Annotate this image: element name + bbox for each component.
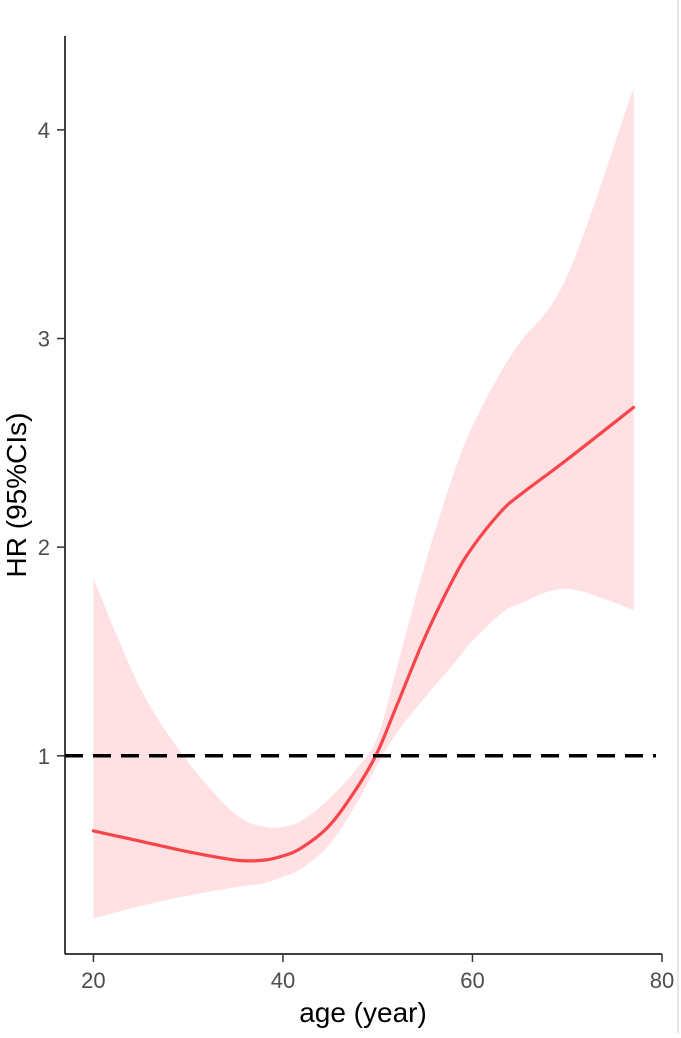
x-tick-label: 60	[460, 968, 484, 993]
y-tick-label: 1	[38, 744, 50, 769]
hr-line-layer	[91, 405, 636, 863]
y-axis-label: HR (95%CIs)	[1, 413, 32, 578]
x-axis-label: age (year)	[299, 997, 427, 1028]
y-tick-label: 4	[38, 118, 50, 143]
x-tick-label: 40	[271, 968, 295, 993]
ticks-layer: 20 40 60 80 1 2 3 4	[38, 118, 674, 993]
confidence-band-layer	[93, 88, 634, 919]
axes-layer	[64, 36, 662, 955]
y-tick-label: 2	[38, 535, 50, 560]
x-tick-label: 20	[81, 968, 105, 993]
hr-line	[91, 405, 636, 863]
y-tick-label: 3	[38, 327, 50, 352]
confidence-band	[93, 88, 634, 919]
x-tick-label: 80	[650, 968, 674, 993]
panel-edge	[677, 0, 679, 1033]
